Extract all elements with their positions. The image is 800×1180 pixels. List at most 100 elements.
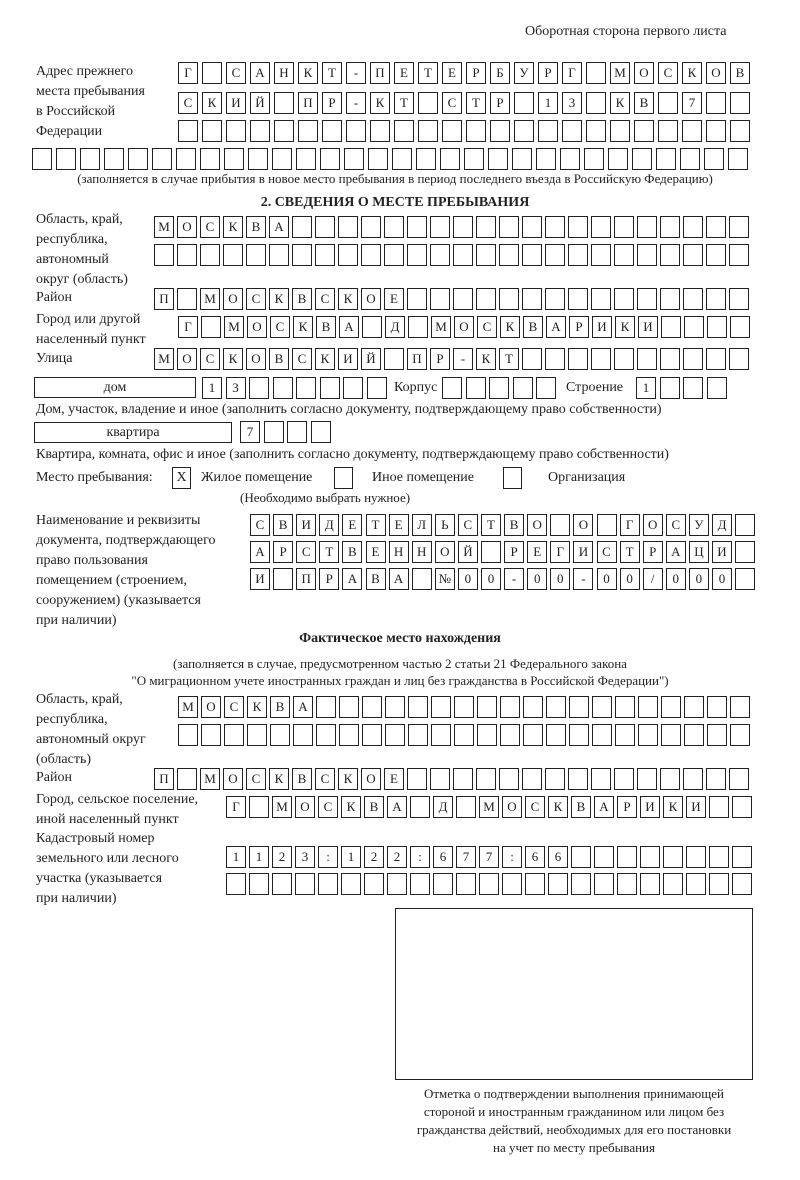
char-cell[interactable]: М — [154, 348, 174, 370]
char-cell[interactable] — [550, 514, 571, 536]
char-cell[interactable]: Д — [385, 316, 405, 338]
char-cell[interactable]: О — [434, 541, 455, 563]
char-cell[interactable]: Т — [394, 92, 414, 114]
char-cell[interactable] — [362, 724, 382, 746]
char-cell[interactable]: Р — [642, 541, 663, 563]
char-cell[interactable] — [637, 288, 657, 310]
char-cell[interactable]: О — [201, 696, 221, 718]
char-cell[interactable]: 7 — [682, 92, 702, 114]
char-cell[interactable]: О — [642, 514, 663, 536]
char-cell[interactable] — [592, 724, 612, 746]
char-cell[interactable] — [322, 120, 342, 142]
char-cell[interactable] — [418, 92, 438, 114]
char-cell[interactable]: К — [663, 796, 683, 818]
char-cell[interactable]: О — [706, 62, 726, 84]
char-cell[interactable] — [659, 377, 680, 399]
char-cell[interactable]: С — [442, 92, 462, 114]
char-cell[interactable] — [638, 696, 658, 718]
char-cell[interactable]: 1 — [202, 377, 222, 399]
char-cell[interactable] — [546, 724, 566, 746]
char-cell[interactable] — [430, 288, 450, 310]
char-cell[interactable]: И — [226, 92, 246, 114]
char-cell[interactable] — [249, 796, 269, 818]
char-cell[interactable] — [287, 421, 307, 443]
char-cell[interactable]: - — [346, 62, 366, 84]
char-cell[interactable]: С — [296, 541, 317, 563]
char-cell[interactable] — [637, 768, 657, 790]
char-cell[interactable]: М — [272, 796, 292, 818]
char-cell[interactable]: С — [224, 696, 244, 718]
char-cell[interactable] — [614, 288, 634, 310]
char-cell[interactable] — [247, 724, 267, 746]
char-cell[interactable]: С — [658, 62, 678, 84]
char-cell[interactable] — [536, 148, 556, 170]
checkbox-other-premises[interactable] — [334, 467, 353, 489]
char-cell[interactable] — [200, 244, 220, 266]
char-cell[interactable]: О — [247, 316, 267, 338]
char-cell[interactable]: 6 — [548, 846, 568, 868]
char-cell[interactable] — [586, 62, 606, 84]
char-cell[interactable]: Г — [226, 796, 246, 818]
char-cell[interactable]: С — [525, 796, 545, 818]
checkbox-organization[interactable] — [503, 467, 522, 489]
char-cell[interactable]: И — [573, 541, 594, 563]
char-cell[interactable]: / — [642, 568, 663, 590]
char-cell[interactable]: Т — [322, 62, 342, 84]
char-cell[interactable]: 6 — [525, 846, 545, 868]
char-cell[interactable] — [407, 244, 427, 266]
char-cell[interactable] — [453, 216, 473, 238]
char-cell[interactable] — [274, 120, 294, 142]
char-cell[interactable] — [562, 120, 582, 142]
char-cell[interactable] — [201, 316, 221, 338]
char-cell[interactable]: К — [247, 696, 267, 718]
char-cell[interactable]: М — [479, 796, 499, 818]
char-cell[interactable] — [548, 873, 568, 895]
char-cell[interactable]: Р — [504, 541, 525, 563]
char-cell[interactable] — [128, 148, 148, 170]
char-cell[interactable]: М — [610, 62, 630, 84]
char-cell[interactable] — [315, 244, 335, 266]
char-cell[interactable]: Е — [527, 541, 548, 563]
char-cell[interactable]: Т — [466, 92, 486, 114]
char-cell[interactable] — [683, 288, 703, 310]
char-cell[interactable] — [735, 541, 756, 563]
char-cell[interactable] — [339, 696, 359, 718]
char-cell[interactable] — [338, 216, 358, 238]
char-cell[interactable]: Н — [411, 541, 432, 563]
char-cell[interactable]: Р — [490, 92, 510, 114]
char-cell[interactable] — [339, 724, 359, 746]
char-cell[interactable]: Е — [384, 768, 404, 790]
char-cell[interactable]: Р — [319, 568, 340, 590]
char-cell[interactable] — [476, 288, 496, 310]
char-cell[interactable] — [263, 421, 284, 443]
char-cell[interactable] — [686, 873, 706, 895]
char-cell[interactable] — [295, 873, 315, 895]
char-cell[interactable]: С — [318, 796, 338, 818]
char-cell[interactable] — [614, 768, 634, 790]
char-cell[interactable]: К — [223, 348, 243, 370]
char-cell[interactable] — [488, 148, 508, 170]
char-cell[interactable]: И — [638, 316, 658, 338]
char-cell[interactable]: О — [246, 348, 266, 370]
char-cell[interactable]: А — [594, 796, 614, 818]
char-cell[interactable]: 2 — [387, 846, 407, 868]
char-cell[interactable]: Е — [342, 514, 363, 536]
char-cell[interactable] — [411, 568, 432, 590]
char-cell[interactable]: К — [341, 796, 361, 818]
char-cell[interactable] — [315, 216, 335, 238]
char-cell[interactable] — [591, 348, 611, 370]
char-cell[interactable] — [296, 148, 316, 170]
char-cell[interactable]: К — [610, 92, 630, 114]
char-cell[interactable] — [568, 348, 588, 370]
char-cell[interactable] — [728, 148, 748, 170]
char-cell[interactable]: Р — [617, 796, 637, 818]
char-cell[interactable] — [346, 120, 366, 142]
char-cell[interactable] — [464, 148, 484, 170]
char-cell[interactable] — [477, 696, 497, 718]
char-cell[interactable]: О — [177, 216, 197, 238]
char-cell[interactable]: В — [504, 514, 525, 536]
char-cell[interactable]: С — [200, 216, 220, 238]
char-cell[interactable]: 0 — [596, 568, 617, 590]
char-cell[interactable]: М — [431, 316, 451, 338]
char-cell[interactable] — [224, 148, 244, 170]
